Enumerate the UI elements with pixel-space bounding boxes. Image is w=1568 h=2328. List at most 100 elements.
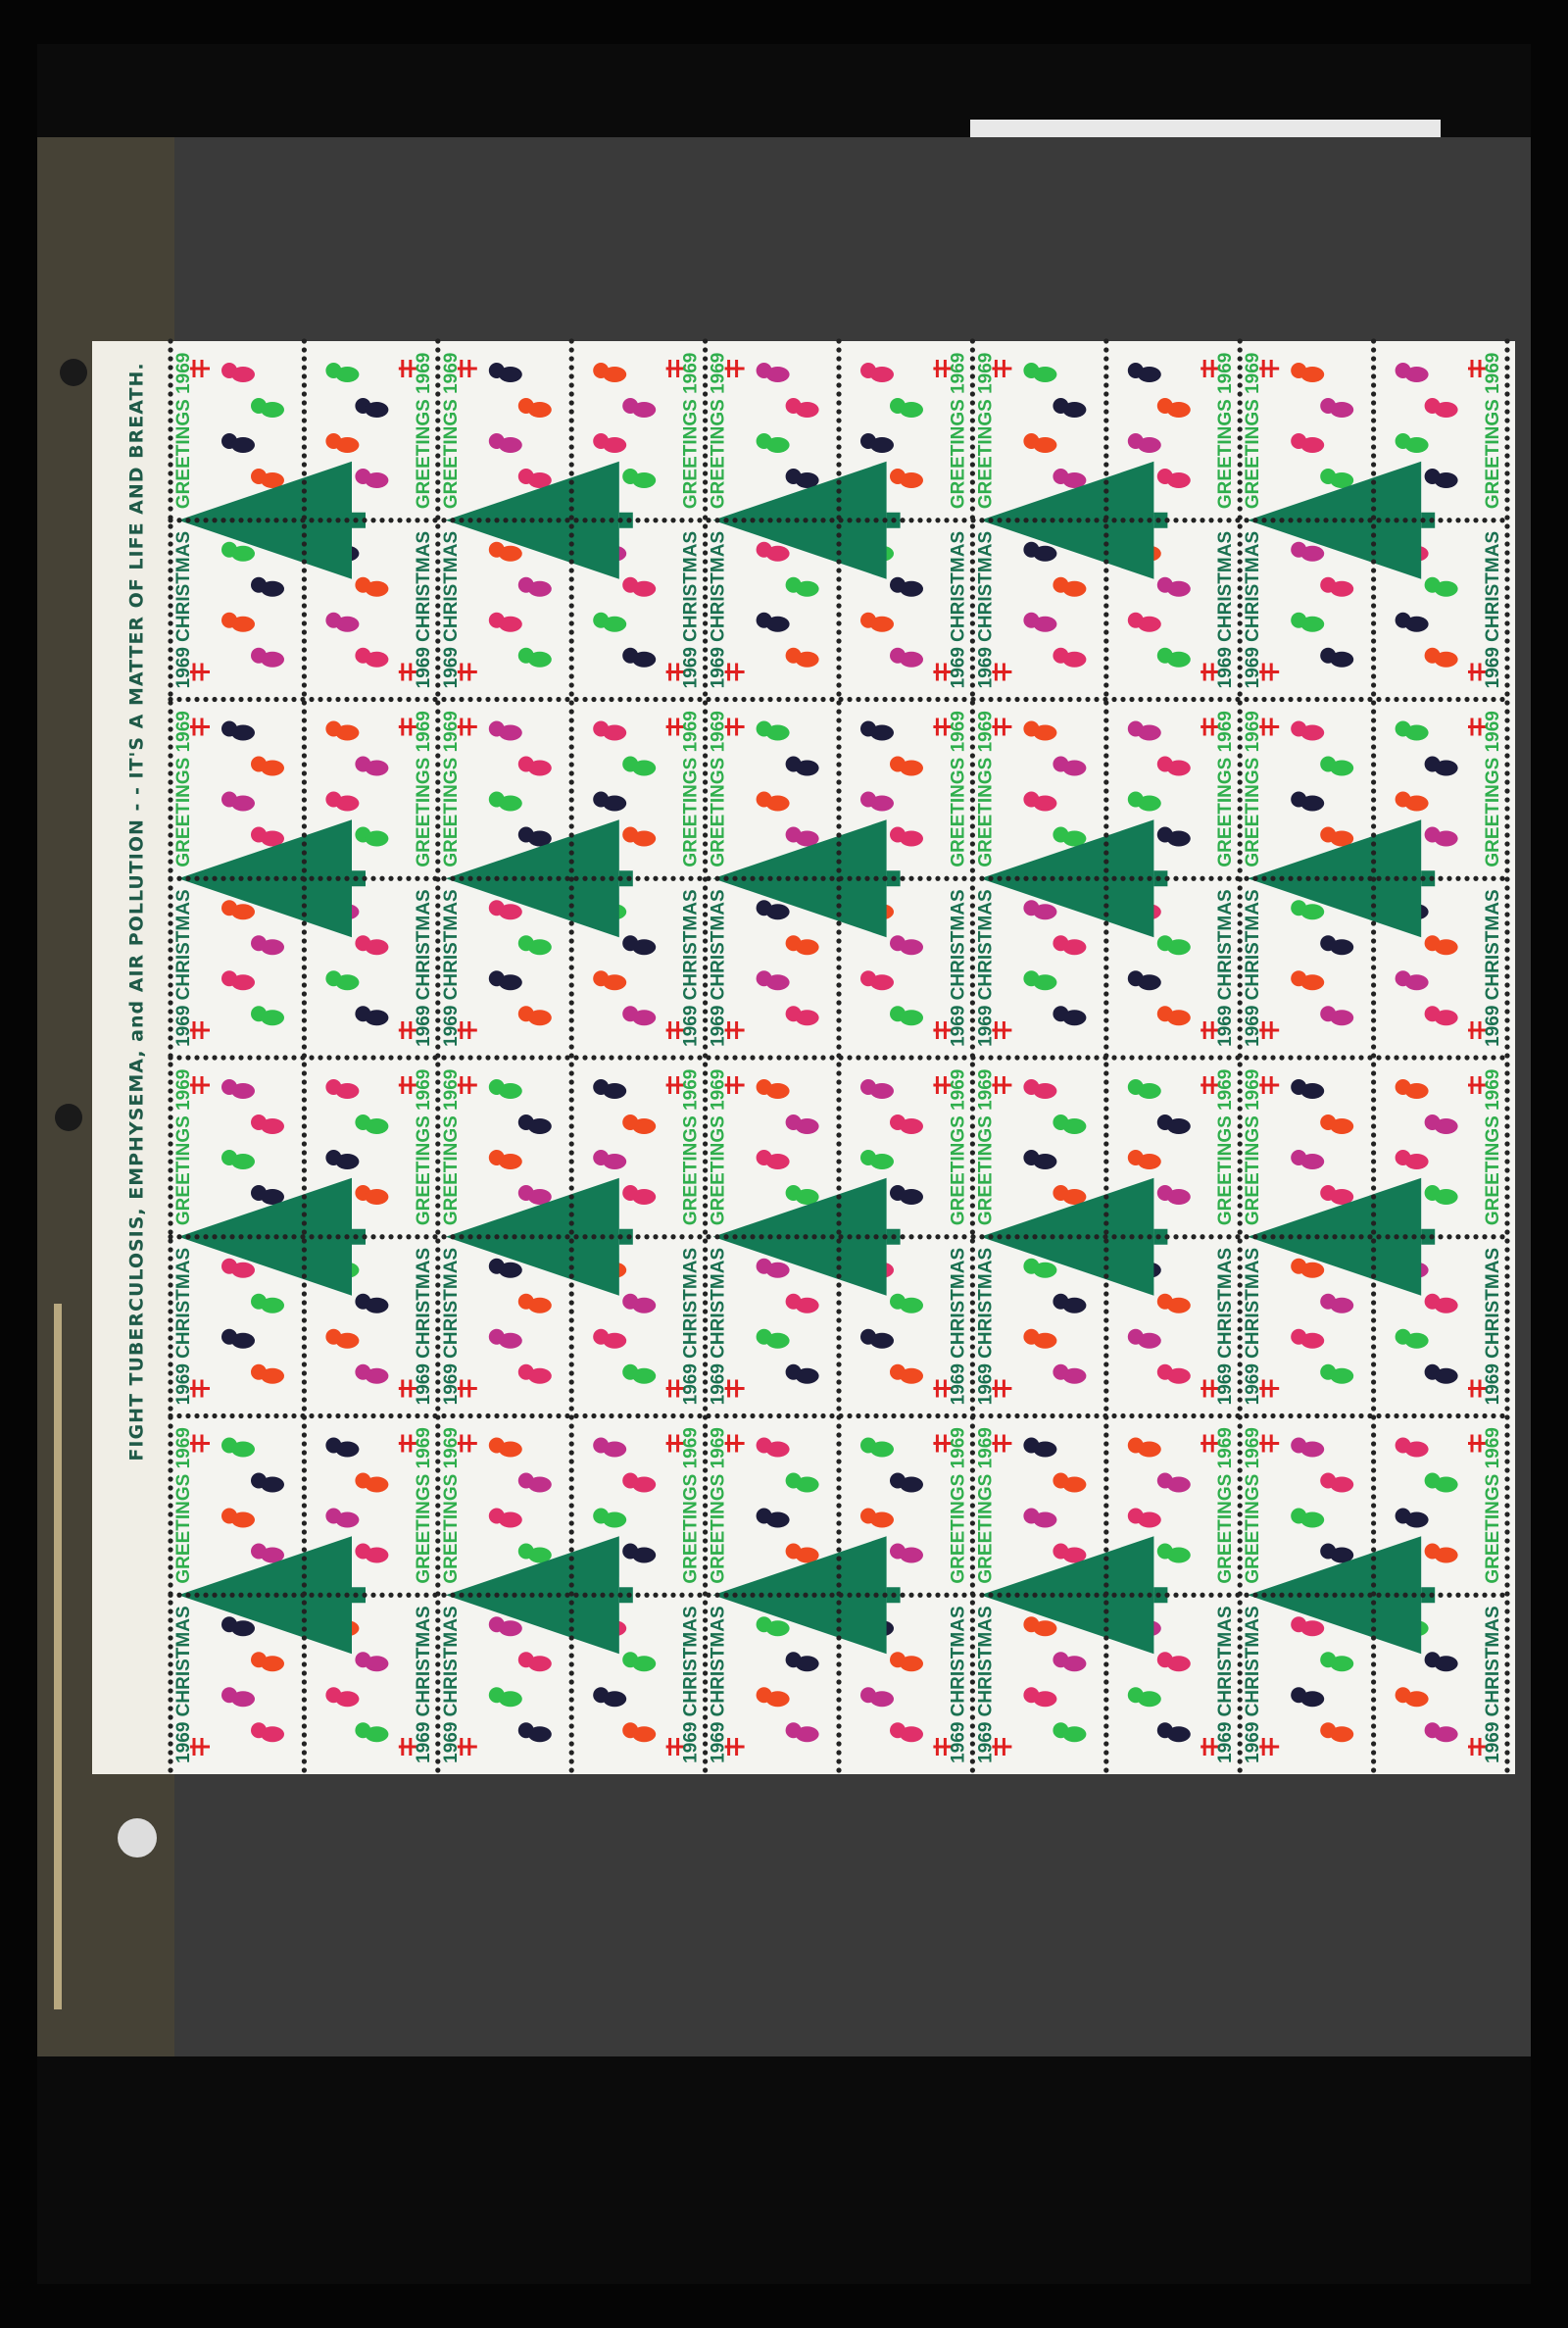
perforation [301, 779, 307, 785]
perforation [591, 696, 597, 703]
figure-body [335, 367, 360, 382]
perforation [1455, 1055, 1461, 1061]
stamp: 1969 CHRISTMAS [1243, 889, 1354, 1047]
perforation [969, 532, 976, 538]
perforation [229, 1055, 235, 1061]
perforation [997, 1412, 1003, 1419]
perforation [1094, 1234, 1100, 1240]
perforation [1446, 696, 1452, 703]
perforation [309, 1234, 315, 1240]
perforation [538, 875, 544, 881]
figure-body [231, 1511, 255, 1528]
perforation [1499, 696, 1505, 703]
figure-body [1033, 724, 1057, 741]
perforation [168, 541, 173, 547]
perforation [1103, 1485, 1109, 1491]
perforation [1504, 1070, 1510, 1076]
perforation [1129, 1412, 1135, 1419]
perforation [1504, 965, 1510, 970]
perforation [1371, 585, 1377, 591]
perforation [301, 744, 307, 750]
perforation [891, 696, 897, 703]
perforation [836, 603, 842, 609]
perforation [397, 1055, 403, 1061]
perforation [836, 1247, 842, 1253]
perforation [1005, 1055, 1011, 1061]
perforation [568, 373, 574, 379]
stamp-text: GREETINGS 1969 [441, 711, 462, 867]
perforation [1226, 875, 1232, 881]
stamp: 1969 CHRISTMAS [441, 531, 552, 688]
perforation [301, 947, 307, 953]
perforation [1385, 1234, 1391, 1240]
perforation [256, 1592, 262, 1598]
perforation [435, 1432, 441, 1438]
perforation [1504, 1159, 1510, 1164]
perforation [168, 1467, 173, 1473]
perforation [969, 912, 976, 917]
perforation [529, 1055, 535, 1061]
perforation [362, 1592, 368, 1598]
perforation [168, 894, 173, 900]
perforation [873, 1055, 879, 1061]
perforation [344, 1234, 350, 1240]
perforation [1173, 696, 1179, 703]
perforation [1237, 691, 1243, 697]
perforation [301, 1732, 307, 1738]
perforation [969, 1132, 976, 1138]
perforation [1504, 1194, 1510, 1200]
perforation [1504, 1494, 1510, 1500]
perforation [300, 696, 306, 703]
perforation [301, 1123, 307, 1129]
perforation [568, 700, 574, 706]
perforation [679, 1592, 685, 1598]
perforation [168, 691, 173, 697]
stamp-text: 1969 CHRISTMAS [975, 1248, 996, 1406]
figure-body [870, 1691, 894, 1708]
figure-body [765, 437, 790, 453]
perforation [1191, 696, 1197, 703]
perforation [1305, 1234, 1311, 1240]
perforation [568, 1485, 574, 1491]
perforation [679, 1412, 685, 1419]
perforation [568, 1441, 574, 1447]
perforation [1371, 559, 1377, 565]
perforation [1237, 1644, 1243, 1650]
perforation [1094, 1412, 1100, 1419]
perforation [1504, 1247, 1510, 1253]
perforation [168, 1494, 173, 1500]
figure-body [1300, 1441, 1325, 1458]
perforation [591, 875, 597, 881]
perforation [1129, 875, 1135, 881]
figure-body [527, 760, 552, 776]
perforation [820, 1055, 826, 1061]
perforation [168, 1256, 173, 1262]
tree-trunk [352, 1587, 366, 1604]
perforation [836, 823, 842, 829]
figure-body [795, 651, 819, 668]
perforation [900, 696, 906, 703]
stamp: GREETINGS 1969 [441, 1069, 552, 1225]
perforation [168, 788, 173, 794]
stamp: GREETINGS 1969 [173, 353, 284, 509]
perforation [688, 1234, 694, 1240]
perforation [168, 1388, 173, 1394]
figure-body [231, 1154, 255, 1169]
perforation [1235, 1234, 1241, 1240]
perforation [568, 1238, 574, 1244]
perforation [568, 1688, 574, 1694]
perforation [703, 1476, 709, 1482]
perforation [1237, 1609, 1243, 1614]
stamp-text: 1969 CHRISTMAS [414, 1248, 434, 1406]
perforation [1305, 1592, 1311, 1598]
perforation [1237, 1679, 1243, 1685]
perforation [969, 1406, 976, 1412]
perforation [1237, 1423, 1243, 1429]
perforation [1103, 1432, 1109, 1438]
perforation [1103, 682, 1109, 688]
figure-body [231, 1262, 255, 1278]
perforation [1504, 1309, 1510, 1314]
perforation [1103, 523, 1109, 529]
perforation [1394, 518, 1399, 523]
perforation [703, 1194, 709, 1200]
